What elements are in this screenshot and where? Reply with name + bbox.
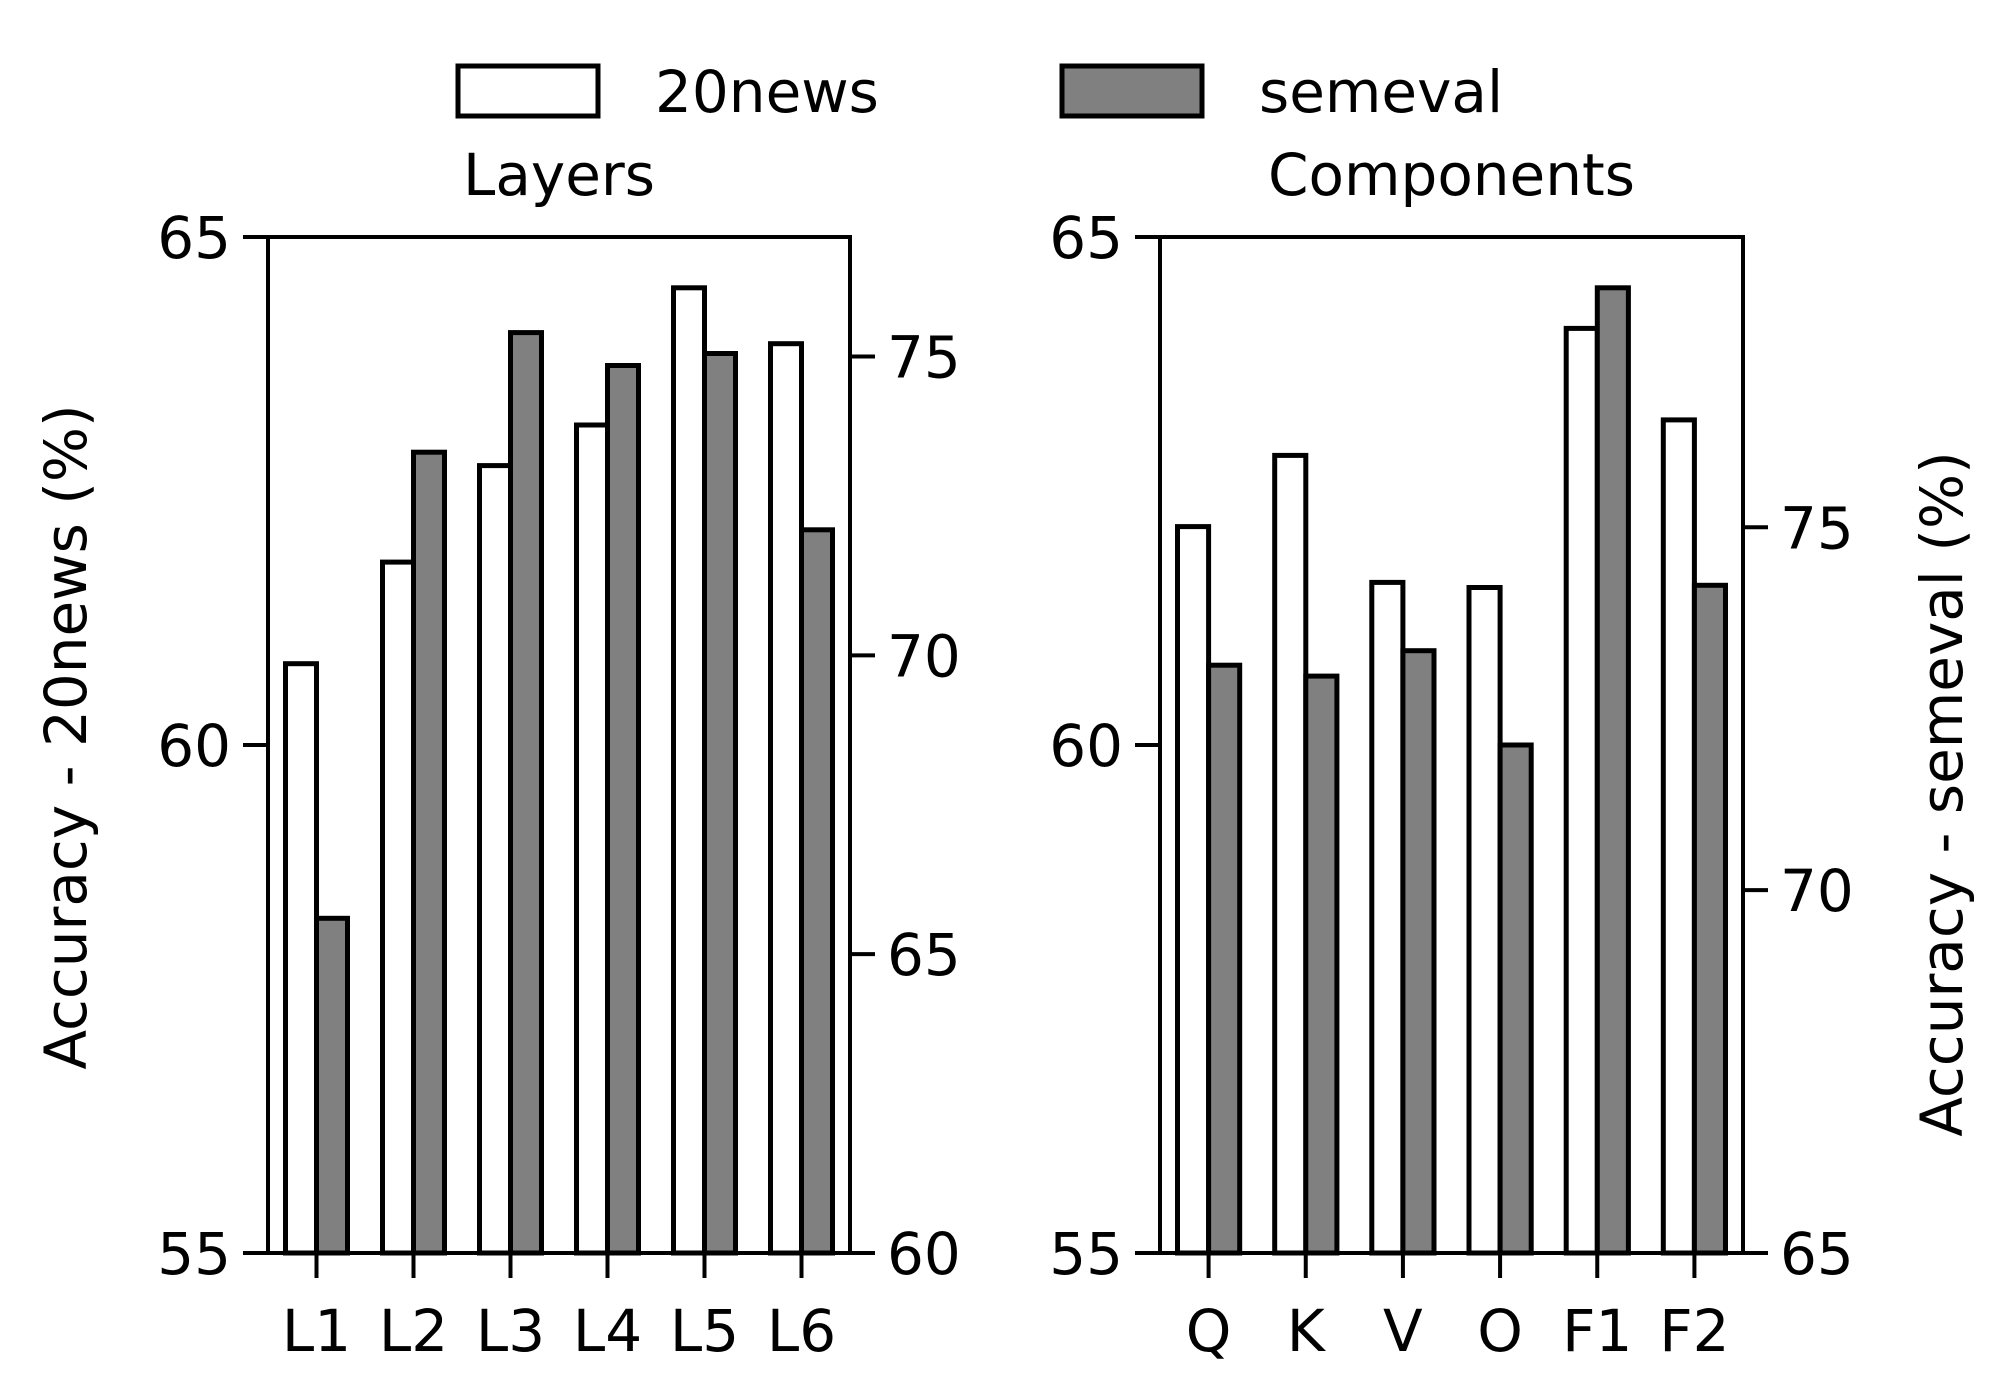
components-left-y-tick-label-60: 60 [1049,712,1123,780]
legend-label-semeval: semeval [1259,58,1503,126]
components-x-tick-label-v: V [1383,1297,1423,1365]
components-bar-semeval-o [1497,742,1534,1256]
layers-bar-semeval-l3 [508,330,544,1256]
legend: 20news semeval [455,58,1503,126]
layers-title: Layers [463,141,655,209]
layers-right-y-tick-label-75: 75 [887,324,961,392]
components-bar-20news-v [1369,579,1406,1256]
layers-bar-20news-l6 [768,341,804,1256]
components-right-y-tick-label-70: 70 [1780,857,1854,925]
layers-x-tick-label-l4: L4 [573,1297,642,1365]
components-bar-20news-o [1466,585,1503,1256]
panel-components: Components Q K V O F1 F2 55 60 65 65 70 75 [1049,141,1854,1365]
components-right-y-tick-label-65: 65 [1780,1220,1854,1288]
components-x-tick-label-k: K [1287,1297,1327,1365]
components-bar-20news-f1 [1563,325,1600,1256]
layers-right-y-tick-label-60: 60 [887,1220,961,1288]
left-y-axis-label: Accuracy - 20news (%) [32,404,100,1069]
panel-layers: Layers L1 L2 L3 L4 L5 L6 55 60 65 60 65 70 75 [157,141,961,1365]
components-bar-semeval-q [1206,662,1243,1256]
components-left-y-tick-label-65: 65 [1049,204,1123,272]
layers-x-tick-label-l2: L2 [379,1297,448,1365]
legend-label-20news: 20news [655,58,879,126]
components-bar-20news-f2 [1660,417,1697,1256]
layers-x-tick-label-l1: L1 [282,1297,351,1365]
components-bar-semeval-f2 [1691,582,1729,1256]
components-bar-semeval-f1 [1594,285,1631,1256]
components-plot-frame [1158,235,1745,1255]
components-right-y-tick-label-75: 75 [1780,494,1854,562]
components-bar-20news-k [1272,452,1309,1256]
layers-plot-frame [266,235,852,1255]
layers-bar-semeval-l5 [702,351,738,1256]
layers-bar-20news-l5 [671,285,707,1256]
layers-x-tick-label-l5: L5 [670,1297,739,1365]
layers-left-y-tick-label-55: 55 [157,1220,231,1288]
components-bar-semeval-v [1400,648,1437,1256]
components-title: Components [1268,141,1635,209]
components-bar-20news-q [1175,524,1212,1256]
components-left-y-tick-label-55: 55 [1049,1220,1123,1288]
layers-right-y-tick-label-70: 70 [887,622,961,690]
layers-right-y-tick-label-65: 65 [887,921,961,989]
legend-swatch-semeval [1059,63,1205,119]
legend-swatch-20news [455,63,601,119]
layers-left-y-tick-label-60: 60 [157,712,231,780]
layers-bar-20news-l1 [283,661,319,1256]
components-x-tick-label-f2: F2 [1659,1297,1729,1365]
components-x-tick-label-f1: F1 [1562,1297,1632,1365]
layers-bar-20news-l2 [380,559,416,1256]
layers-bar-semeval-l6 [799,527,835,1256]
layers-left-y-tick-label-65: 65 [157,204,231,272]
layers-x-tick-label-l6: L6 [767,1297,836,1365]
right-y-axis-label: Accuracy - semeval (%) [1908,451,1976,1136]
components-x-tick-label-o: O [1477,1297,1523,1365]
layers-bar-20news-l4 [574,422,610,1256]
components-bar-semeval-k [1303,673,1340,1256]
layers-x-tick-label-l3: L3 [476,1297,545,1365]
layers-bar-semeval-l4 [605,363,641,1256]
components-x-tick-label-q: Q [1186,1297,1232,1365]
layers-bar-semeval-l2 [411,449,447,1256]
layers-bar-20news-l3 [477,463,513,1256]
layers-bar-semeval-l1 [314,915,350,1256]
